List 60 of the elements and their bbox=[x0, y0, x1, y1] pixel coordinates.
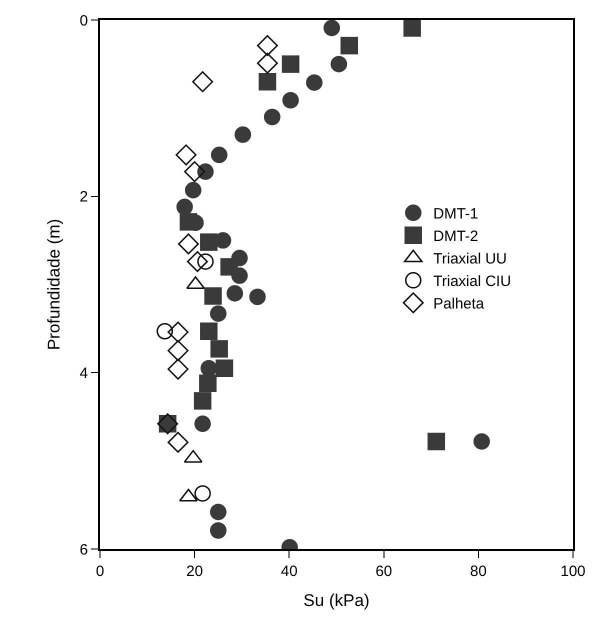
point bbox=[340, 36, 358, 54]
point bbox=[192, 71, 214, 92]
y-tick-label: 2 bbox=[80, 188, 88, 206]
point bbox=[324, 20, 340, 36]
y-tick-label: 4 bbox=[80, 364, 88, 382]
point bbox=[200, 233, 218, 251]
point bbox=[330, 56, 348, 72]
point bbox=[194, 485, 211, 502]
point bbox=[168, 358, 189, 380]
point bbox=[176, 144, 197, 166]
y-tick-label: 6 bbox=[80, 541, 88, 558]
point bbox=[168, 340, 189, 362]
legend-label: DMT-2 bbox=[433, 228, 478, 246]
legend-label: Triaxial CIU bbox=[433, 273, 512, 290]
point bbox=[282, 92, 299, 108]
point bbox=[156, 322, 174, 340]
point bbox=[210, 146, 228, 164]
point bbox=[249, 288, 266, 306]
x-tick-label: 80 bbox=[470, 563, 487, 580]
point bbox=[220, 258, 238, 276]
point bbox=[204, 287, 222, 305]
point bbox=[168, 322, 189, 343]
point bbox=[403, 20, 421, 37]
point bbox=[200, 322, 218, 340]
x-axis-title: Su (kPa) bbox=[303, 590, 370, 610]
point bbox=[184, 182, 202, 198]
point bbox=[264, 108, 280, 126]
point bbox=[428, 432, 446, 450]
y-tick-label: 0 bbox=[80, 12, 88, 30]
point bbox=[168, 432, 189, 453]
point bbox=[178, 233, 199, 254]
point bbox=[210, 305, 226, 322]
point bbox=[258, 72, 276, 90]
point bbox=[194, 416, 211, 432]
point bbox=[306, 74, 323, 91]
point bbox=[216, 360, 234, 378]
point bbox=[210, 340, 228, 358]
point bbox=[234, 126, 252, 143]
x-tick-label: 0 bbox=[96, 563, 104, 580]
x-tick-label: 60 bbox=[375, 563, 392, 580]
point bbox=[256, 52, 278, 74]
x-tick-label: 20 bbox=[186, 563, 203, 580]
legend-label: Palheta bbox=[433, 296, 485, 313]
point bbox=[473, 433, 490, 450]
legend-label: DMT-1 bbox=[433, 206, 478, 223]
point bbox=[180, 213, 198, 231]
point bbox=[282, 55, 300, 73]
point bbox=[194, 392, 212, 410]
point bbox=[199, 374, 217, 392]
point bbox=[226, 285, 244, 302]
legend-label: Triaxial UU bbox=[433, 250, 507, 268]
x-tick-label: 40 bbox=[280, 563, 298, 580]
point bbox=[176, 198, 193, 216]
point bbox=[256, 35, 278, 56]
point bbox=[186, 251, 208, 272]
y-axis-title: Profundidade (m) bbox=[44, 218, 64, 350]
point bbox=[210, 504, 226, 520]
point bbox=[210, 522, 226, 539]
point bbox=[184, 161, 206, 182]
x-tick-label: 100 bbox=[560, 563, 586, 580]
